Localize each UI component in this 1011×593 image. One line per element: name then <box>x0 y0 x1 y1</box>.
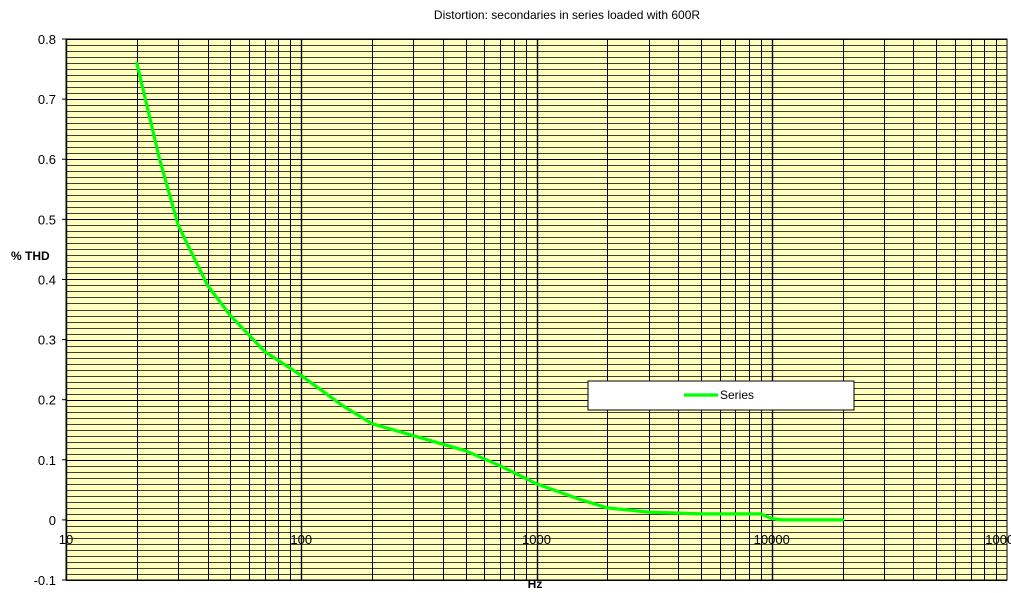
legend-label-series: Series <box>720 388 754 402</box>
y-tick-label: 0.8 <box>38 32 56 47</box>
x-axis-label: Hz <box>528 577 543 591</box>
y-axis-ticks: -0.1 0 0.1 0.2 0.3 0.4 0.5 0.6 0.7 0.8 <box>34 32 66 588</box>
plot-area <box>66 39 1007 580</box>
y-tick-label: 0.3 <box>38 333 56 348</box>
x-tick-label: 10000 <box>754 532 790 547</box>
y-tick-label: 0.4 <box>38 272 56 287</box>
x-tick-label: 1000 <box>522 532 551 547</box>
y-tick-label: 0 <box>49 513 56 528</box>
y-tick-label: 0.1 <box>38 453 56 468</box>
x-axis-ticks: 10100100010000100000 <box>59 532 1011 547</box>
legend: Series <box>587 380 855 411</box>
series-line <box>135 61 845 522</box>
x-tick-label: 100 <box>290 532 312 547</box>
y-tick-label: 0.6 <box>38 152 56 167</box>
y-axis-label: % THD <box>11 249 50 263</box>
chart-title: Distortion: secondaries in series loaded… <box>434 8 700 22</box>
grid-lines <box>65 39 1007 581</box>
y-tick-label: -0.1 <box>34 573 56 588</box>
legend-box <box>587 380 855 411</box>
x-tick-label: 100000 <box>985 532 1011 547</box>
y-tick-label: 0.7 <box>38 92 56 107</box>
y-tick-label: 0.2 <box>38 393 56 408</box>
y-tick-label: 0.5 <box>38 212 56 227</box>
plot-border <box>65 38 1008 581</box>
